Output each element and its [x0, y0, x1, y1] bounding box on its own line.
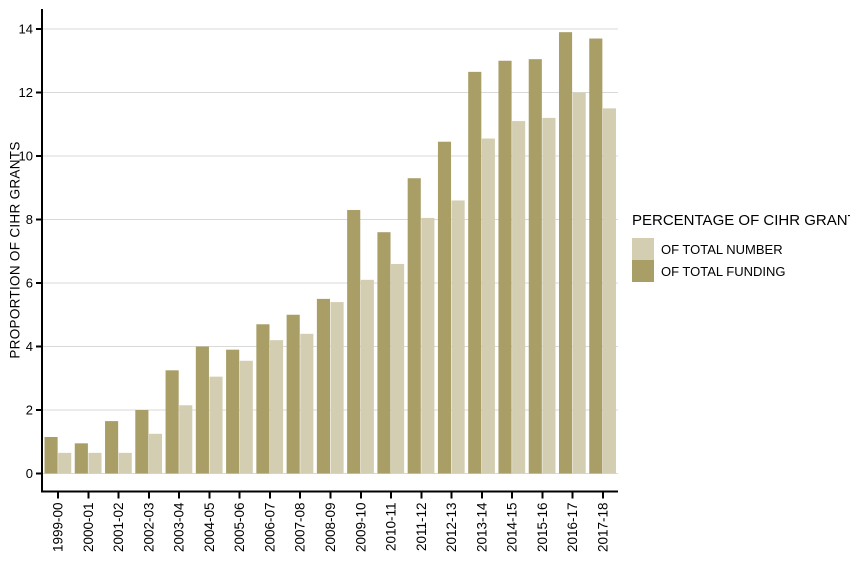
- bar-of-total-funding-2006-07: [256, 324, 270, 474]
- x-tick-label-2004-05: 2004-05: [202, 503, 217, 553]
- bar-of-total-number-2009-10: [360, 279, 374, 474]
- x-tick-label-2005-06: 2005-06: [232, 503, 247, 553]
- legend-swatch-of-total-number-icon: [632, 238, 654, 260]
- legend-label-of-total-number: OF TOTAL NUMBER: [661, 241, 783, 257]
- x-tick-label-2010-11: 2010-11: [384, 503, 399, 552]
- legend-label-of-total-funding: OF TOTAL FUNDING: [661, 263, 786, 279]
- bar-of-total-number-2007-08: [300, 333, 314, 474]
- bar-of-total-funding-2014-15: [498, 60, 512, 474]
- bar-of-total-number-2004-05: [209, 376, 223, 474]
- x-tick-label-2014-15: 2014-15: [505, 503, 520, 553]
- bar-of-total-number-2016-17: [572, 92, 586, 474]
- legend: PERCENTAGE OF CIHR GRANTS OF TOTAL NUMBE…: [632, 212, 850, 282]
- legend-title: PERCENTAGE OF CIHR GRANTS: [632, 212, 850, 229]
- y-tick-label-0: 0: [26, 466, 33, 481]
- x-tick-label-2013-14: 2013-14: [474, 502, 489, 552]
- bar-of-total-funding-2015-16: [528, 59, 542, 474]
- bar-of-total-funding-2013-14: [468, 71, 482, 474]
- bar-of-total-funding-2011-12: [407, 178, 421, 474]
- y-tick-label-12: 12: [19, 85, 33, 100]
- x-tick-label-2017-18: 2017-18: [595, 503, 610, 553]
- x-tick-label-2000-01: 2000-01: [81, 503, 96, 553]
- bar-of-total-funding-2016-17: [558, 32, 573, 474]
- x-tick-label-2001-02: 2001-02: [111, 503, 126, 553]
- bar-of-total-number-2015-16: [542, 117, 556, 474]
- x-tick-label-2007-08: 2007-08: [293, 503, 308, 553]
- bar-of-total-number-2014-15: [512, 121, 526, 474]
- legend-item-of-total-number: OF TOTAL NUMBER: [632, 238, 850, 260]
- bar-of-total-funding-2008-09: [316, 298, 330, 474]
- x-tick-label-2002-03: 2002-03: [141, 503, 156, 553]
- x-tick-label-2009-10: 2009-10: [353, 503, 368, 553]
- y-tick-label-4: 4: [26, 339, 33, 354]
- bar-of-total-number-2011-12: [421, 217, 435, 474]
- bar-of-total-number-1999-00: [58, 452, 72, 474]
- y-tick-label-2: 2: [26, 403, 33, 418]
- bar-of-total-number-2008-09: [330, 302, 344, 474]
- bar-of-total-number-2002-03: [148, 433, 163, 474]
- bar-of-total-funding-2012-13: [437, 141, 452, 474]
- y-tick-label-8: 8: [26, 212, 33, 227]
- bar-of-total-funding-2017-18: [589, 38, 603, 474]
- x-tick-label-2015-16: 2015-16: [535, 503, 550, 553]
- x-tick-label-2003-04: 2003-04: [172, 502, 187, 552]
- x-tick-label-1999-00: 1999-00: [51, 503, 66, 553]
- bar-of-total-number-2012-13: [451, 200, 465, 474]
- bar-of-total-funding-2005-06: [226, 349, 240, 474]
- bar-of-total-funding-2007-08: [286, 314, 300, 474]
- legend-swatch-of-total-funding-icon: [632, 260, 654, 282]
- bar-of-total-number-2010-11: [391, 263, 405, 474]
- bar-of-total-funding-2004-05: [195, 346, 209, 474]
- x-tick-label-2006-07: 2006-07: [262, 503, 277, 553]
- bar-of-total-number-2003-04: [179, 405, 193, 474]
- x-tick-label-2008-09: 2008-09: [323, 503, 338, 553]
- bar-of-total-funding-2002-03: [135, 410, 149, 474]
- bar-of-total-number-2005-06: [239, 360, 253, 474]
- x-tick-label-2011-12: 2011-12: [414, 503, 429, 552]
- bar-of-total-number-2017-18: [602, 108, 616, 474]
- bar-of-total-funding-2000-01: [74, 443, 88, 474]
- bar-of-total-number-2006-07: [269, 340, 284, 474]
- x-tick-label-2016-17: 2016-17: [565, 503, 580, 553]
- x-tick-label-2012-13: 2012-13: [444, 503, 459, 553]
- bar-of-total-number-2013-14: [481, 138, 495, 474]
- y-tick-label-14: 14: [19, 22, 33, 37]
- bar-of-total-number-2000-01: [88, 452, 102, 474]
- y-tick-label-10: 10: [19, 149, 33, 164]
- bar-of-total-funding-2010-11: [377, 232, 391, 474]
- bar-of-total-funding-2009-10: [347, 209, 361, 474]
- bar-of-total-number-2001-02: [118, 452, 132, 474]
- legend-item-of-total-funding: OF TOTAL FUNDING: [632, 260, 850, 282]
- bar-of-total-funding-2003-04: [165, 370, 179, 474]
- y-tick-label-6: 6: [26, 276, 33, 291]
- bar-of-total-funding-2001-02: [105, 421, 119, 474]
- bar-of-total-funding-1999-00: [44, 436, 58, 474]
